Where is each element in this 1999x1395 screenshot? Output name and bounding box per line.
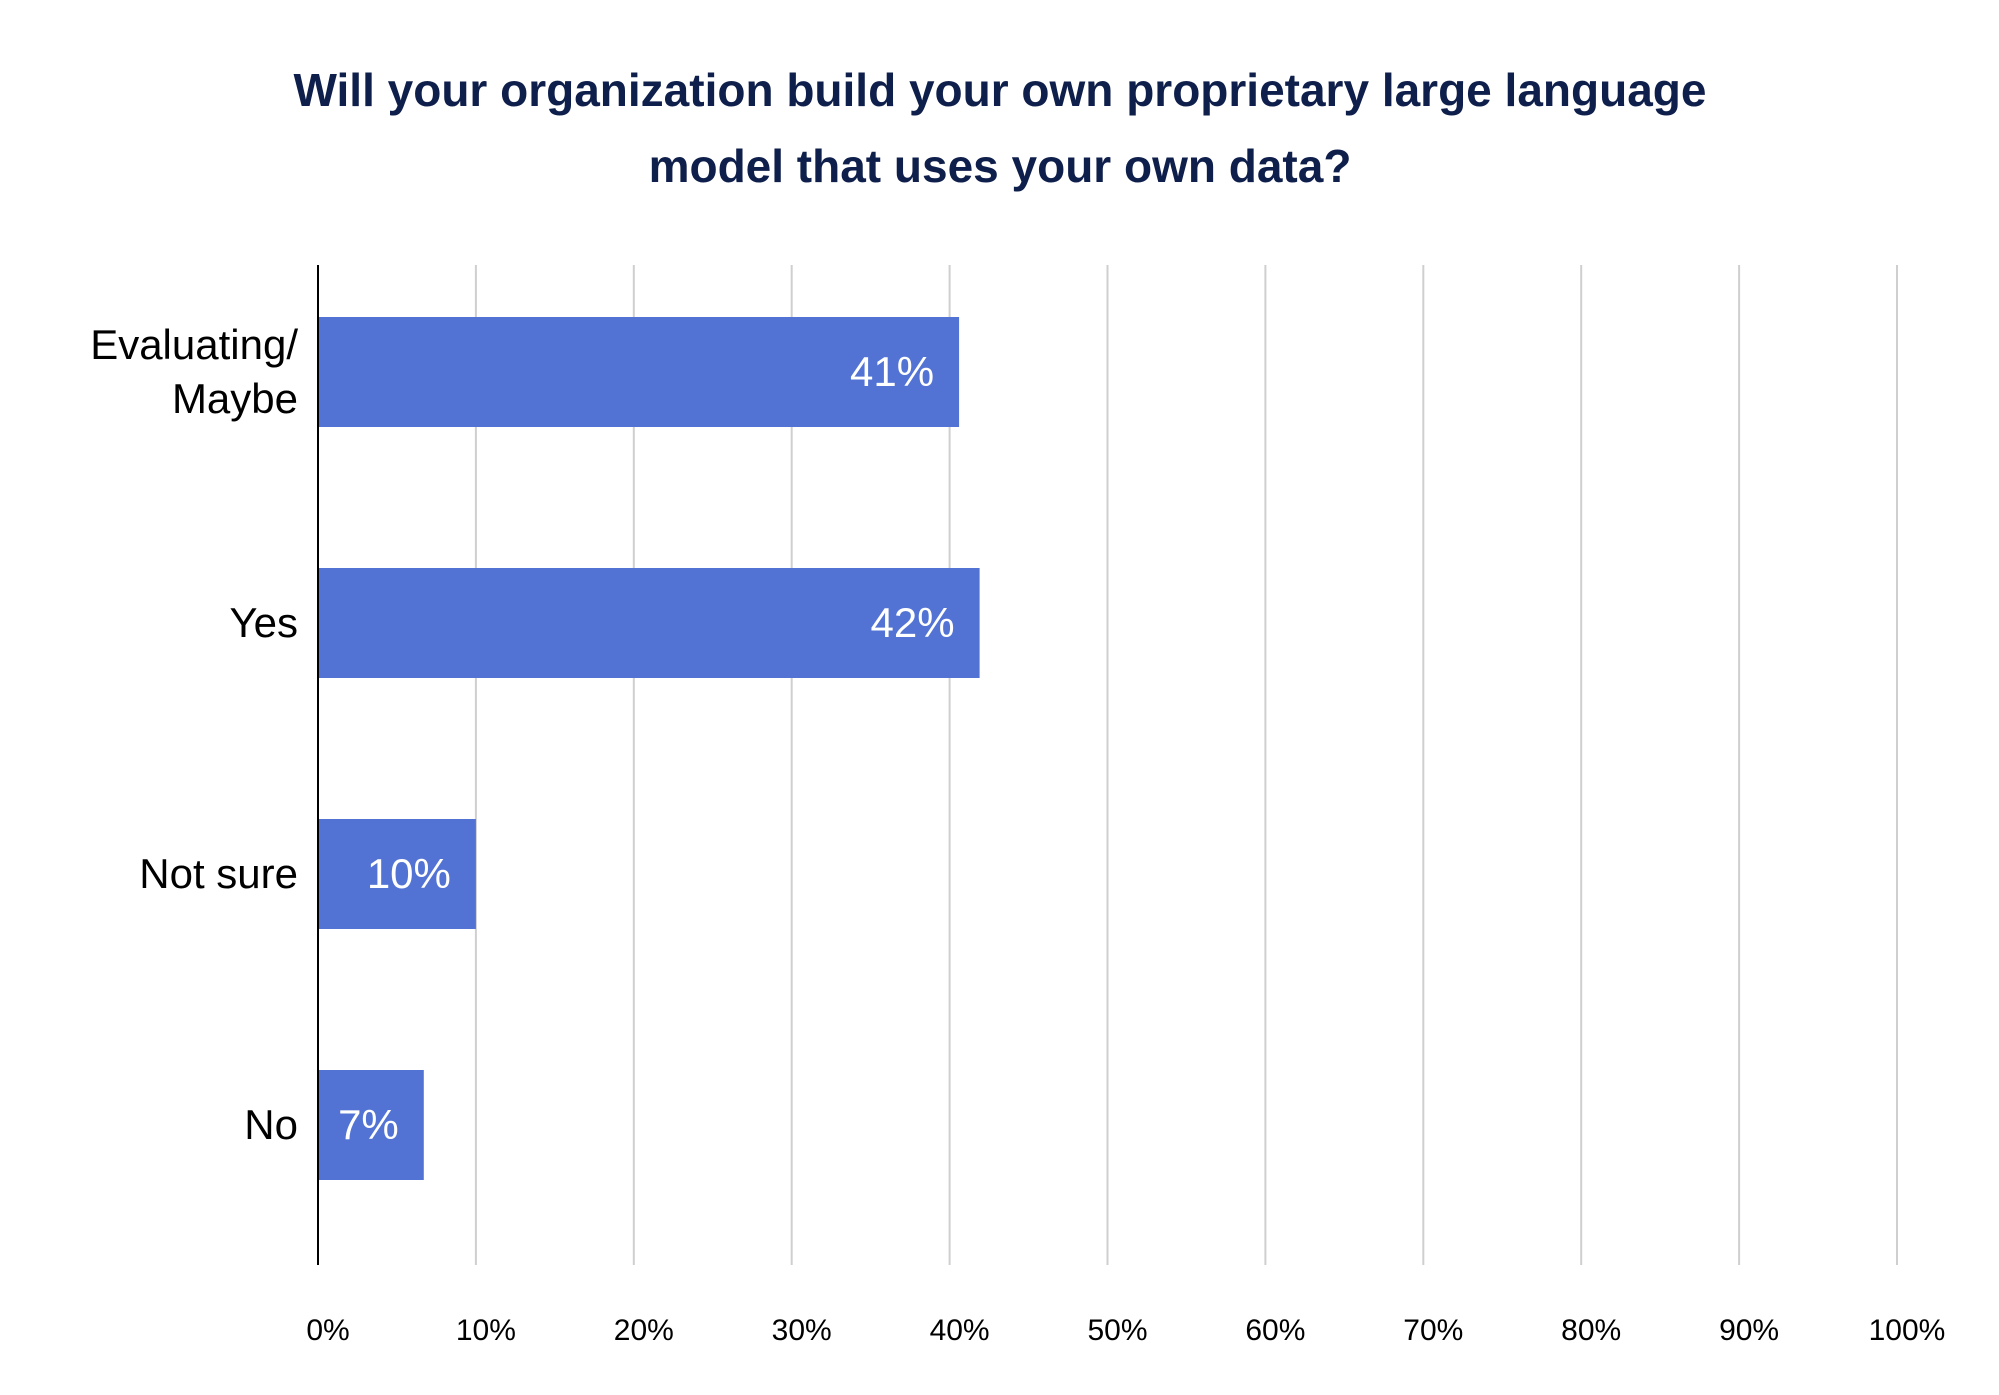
chart-title-line-2: model that uses your own data? (649, 140, 1352, 192)
x-tick-label: 20% (614, 1314, 674, 1347)
category-label: Evaluating/ (90, 321, 298, 368)
bar (318, 819, 476, 929)
bar-value-label: 41% (850, 348, 934, 395)
x-tick-label: 90% (1719, 1314, 1779, 1347)
bar (318, 568, 980, 678)
bar-value-label: 42% (871, 599, 955, 646)
x-tick-labels: 0% 10% 20% 30% 40% 50% 60% 70% 80% 90% 100% (306, 1314, 1945, 1347)
x-tick-label: 0% (306, 1314, 349, 1347)
x-tick-label: 40% (930, 1314, 990, 1347)
bar (318, 1070, 424, 1180)
chart-title: Will your organization build your own pr… (294, 64, 1707, 192)
bar-value-label: 10% (367, 850, 451, 897)
x-tick-label: 10% (456, 1314, 516, 1347)
category-label: Not sure (139, 850, 298, 897)
bars (318, 317, 980, 1180)
chart-title-line-1: Will your organization build your own pr… (294, 64, 1707, 116)
x-tick-label: 30% (772, 1314, 832, 1347)
bar (318, 317, 960, 427)
data-labels: 41% 42% 10% 7% (338, 348, 955, 1148)
x-tick-label: 50% (1087, 1314, 1147, 1347)
x-tick-label: 100% (1869, 1314, 1946, 1347)
x-tick-label: 60% (1245, 1314, 1305, 1347)
x-tick-label: 70% (1403, 1314, 1463, 1347)
bar-value-label: 7% (338, 1101, 399, 1148)
category-label: Maybe (172, 375, 298, 422)
category-labels: Evaluating/Maybe Yes Not sure No (90, 321, 298, 1148)
category-label: Yes (229, 599, 298, 646)
gridlines (474, 265, 1898, 1265)
x-tick-label: 80% (1561, 1314, 1621, 1347)
category-label: No (244, 1101, 298, 1148)
